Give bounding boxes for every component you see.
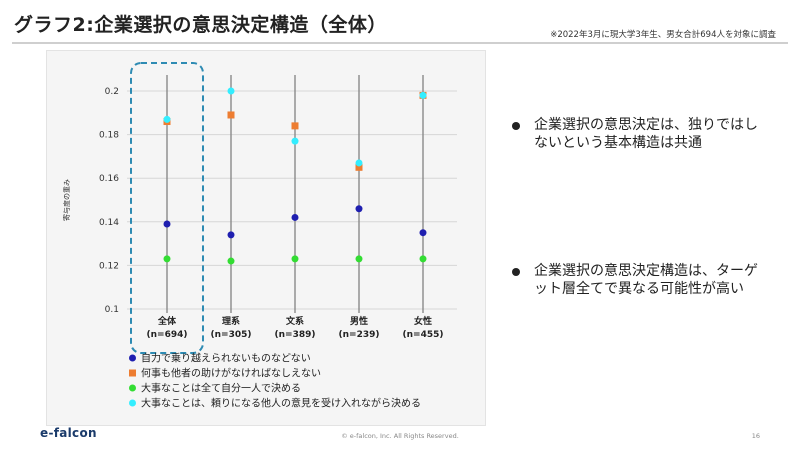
data-point-square: [291, 122, 299, 130]
legend-marker: [129, 384, 136, 392]
y-tick-label: 0.1: [105, 305, 119, 315]
chart-panel: 0.1 0.12 0.14 0.16 0.18 0.2 寄与度の重み全体 (n=694) 理系 (…: [46, 50, 486, 426]
category-label: 男性: [350, 315, 368, 327]
bullet-icon: [512, 268, 520, 276]
legend-marker: [129, 399, 136, 407]
title-divider: [12, 42, 788, 44]
data-point: [227, 87, 235, 95]
legend-label: 何事も他者の助けがなければなしえない: [141, 367, 321, 380]
bullet-icon: [512, 122, 520, 130]
legend-marker-square: [129, 369, 136, 377]
category-n-label: (n=305): [211, 330, 252, 340]
y-tick-label: 0.18: [99, 131, 119, 141]
data-point-square: [227, 111, 235, 119]
legend-label: 自力で乗り越えられないものなどない: [141, 352, 311, 365]
data-point: [355, 159, 363, 167]
data-point: [291, 213, 299, 221]
highlight-box: [130, 62, 204, 354]
data-point: [227, 257, 235, 265]
y-tick-label: 0.16: [99, 174, 119, 184]
legend-label: 大事なことは全て自分一人で決める: [141, 382, 301, 395]
data-point: [291, 255, 299, 263]
category-label: 文系: [285, 315, 304, 327]
category-n-label: (n=389): [275, 330, 316, 340]
page-number: 16: [751, 432, 760, 440]
data-point-square: [355, 163, 363, 171]
data-point: [163, 220, 171, 228]
data-point: [163, 115, 171, 123]
data-point: [163, 255, 171, 263]
category-n-label: (n=239): [339, 330, 380, 340]
bullet-text: 企業選択の意思決定構造は、ターゲット層全てで異なる可能性が高い: [534, 263, 758, 297]
data-point: [227, 231, 235, 239]
legend-label: 大事なことは、頼りになる他人の意見を受け入れながら決める: [141, 397, 421, 410]
y-tick-label: 0.12: [99, 261, 119, 271]
slide-title: グラフ2:企業選択の意思決定構造（全体）: [14, 14, 387, 36]
category-label: 理系: [222, 315, 240, 327]
data-point: [291, 137, 299, 145]
data-point: [419, 229, 427, 237]
bullet-text: 企業選択の意思決定は、独りではしないという基本構造は共通: [534, 117, 758, 151]
legend-marker: [129, 354, 136, 362]
category-label: 女性: [414, 315, 432, 327]
y-tick-label: 0.2: [105, 87, 119, 97]
category-n-label: (n=694): [147, 330, 188, 340]
data-point: [419, 255, 427, 263]
data-point: [355, 205, 363, 213]
survey-note: ※2022年3月に現大学3年生、男女合計694人を対象に調査: [550, 30, 776, 40]
data-point: [355, 255, 363, 263]
efalcon-logo: e-falcon: [40, 426, 97, 440]
category-label: 全体: [157, 315, 177, 327]
y-tick-label: 0.14: [99, 218, 119, 228]
y-axis-label: 寄与度の重み: [62, 179, 71, 221]
copyright-text: © e-falcon, Inc. All Rights Reserved.: [341, 432, 459, 440]
data-point: [419, 91, 427, 99]
category-n-label: (n=455): [403, 330, 444, 340]
